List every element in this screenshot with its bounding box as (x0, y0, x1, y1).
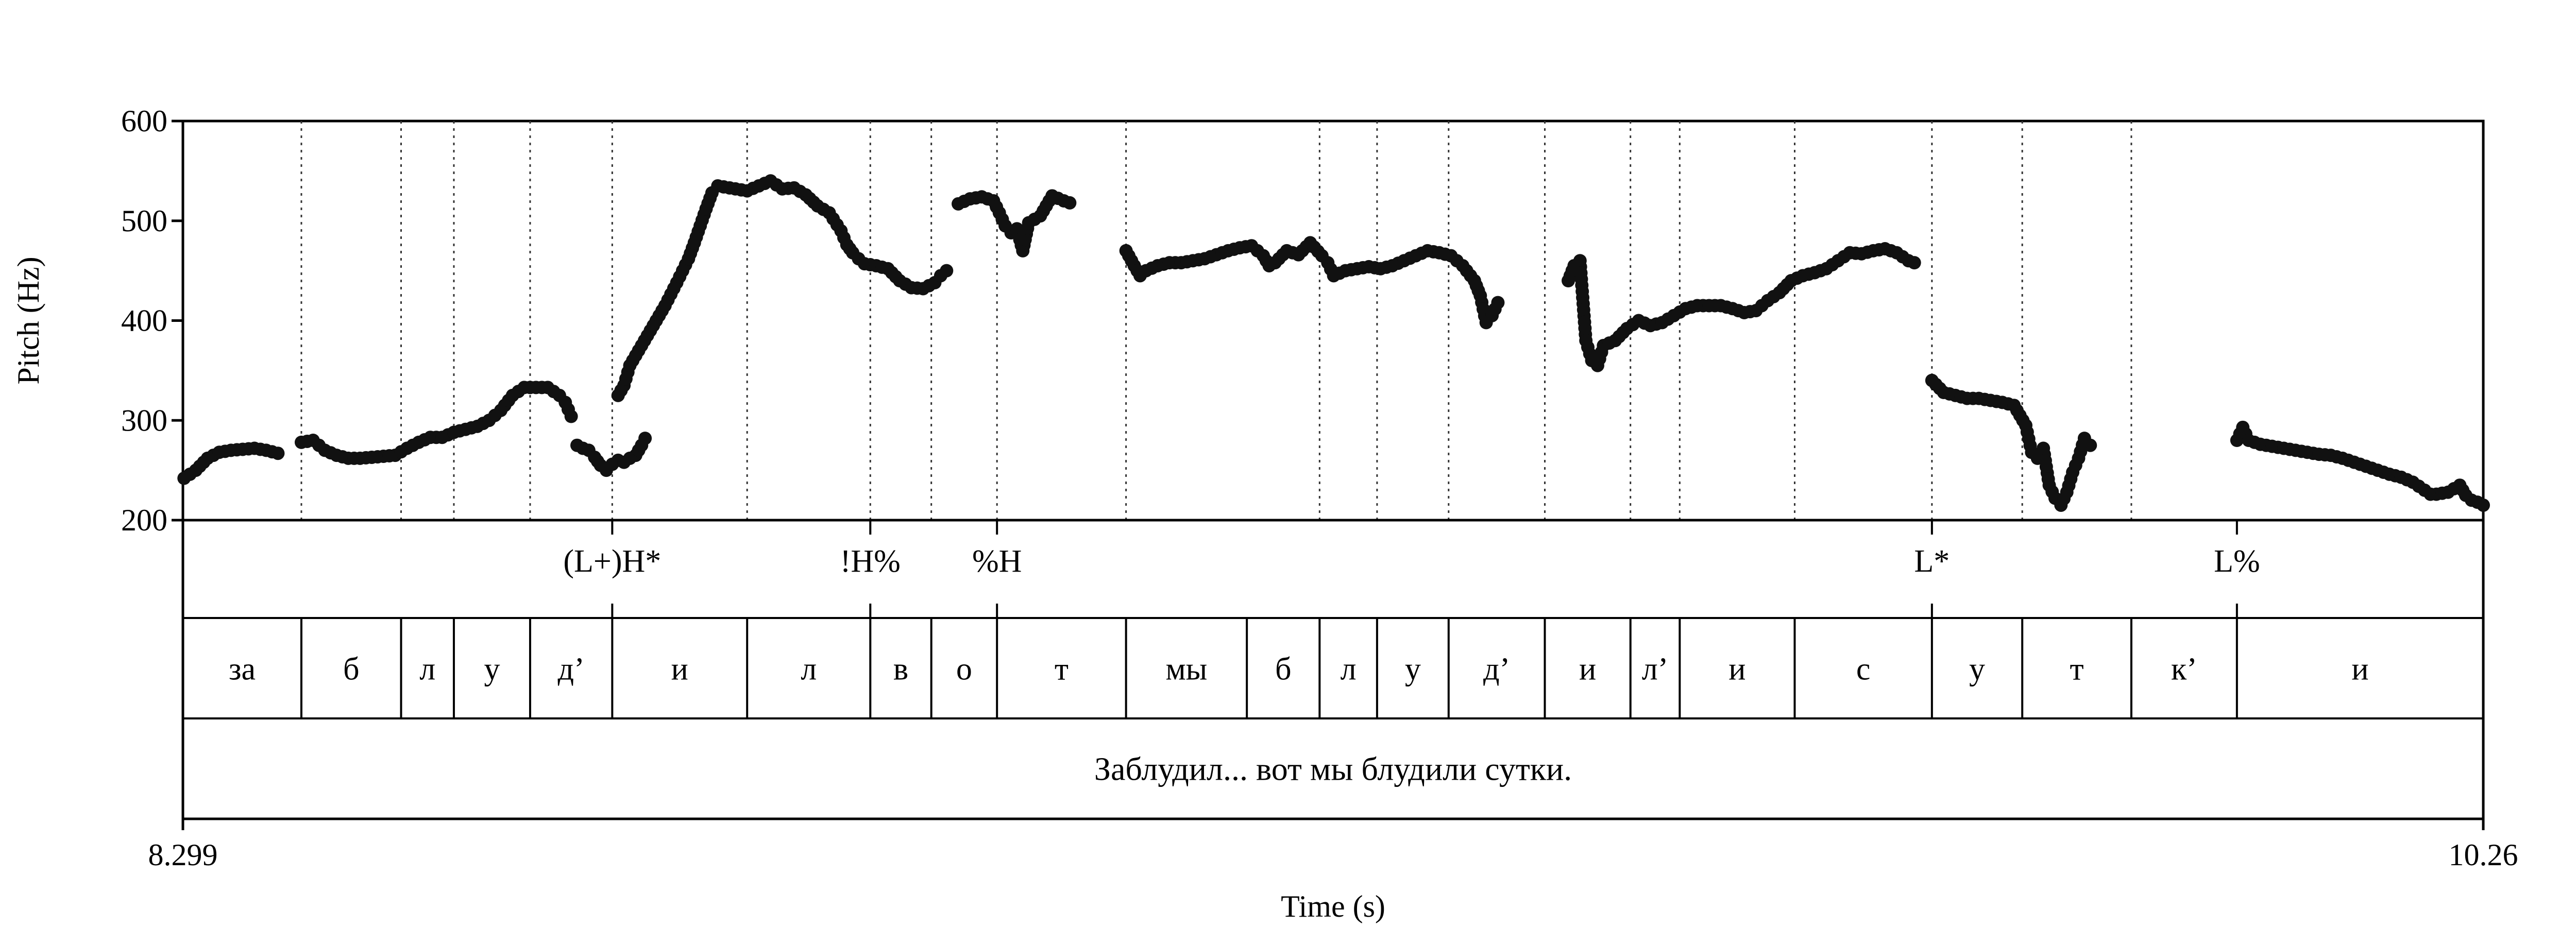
segment-label: мы (1165, 652, 1207, 687)
boundary-lines (300, 121, 2132, 520)
tone-label: %H (972, 544, 1022, 579)
pitch-points (177, 174, 2490, 512)
segment-label: у (484, 652, 500, 687)
segment-label: в (893, 652, 908, 687)
segment-label: к’ (2171, 652, 2197, 687)
pitch-point (1491, 296, 1505, 310)
segment-label: о (956, 652, 972, 687)
pitch-point (2083, 438, 2097, 452)
pitch-point (2477, 498, 2490, 512)
segment-label: л’ (1642, 652, 1669, 687)
segment-label: и (1728, 652, 1745, 687)
pitch-point (564, 409, 578, 423)
sentence-label: Заблудил... вот мы блудили сутки. (1094, 751, 1572, 787)
segment-label: т (1055, 652, 1069, 687)
tier-frame (181, 519, 2485, 820)
segment-label: с (1856, 652, 1871, 687)
y-tick-label: 400 (121, 304, 167, 338)
segment-label: и (2351, 652, 2368, 687)
y-axis: 200 300 400 500 600 (121, 104, 183, 537)
x-tick-label-end: 10.26 (2449, 838, 2518, 872)
segment-label: л (1341, 652, 1357, 687)
y-tick-label: 500 (121, 204, 167, 238)
tone-label: (L+)H* (563, 544, 661, 579)
y-axis-label: Pitch (Hz) (11, 256, 45, 384)
y-tick-label: 600 (121, 104, 167, 138)
segment-label: л (419, 652, 435, 687)
pitch-point (1907, 256, 1921, 270)
annotation-tiers: (L+)H* !H% %H L* L% за б л у д’ и л в о т мы б л у д’ и л’ и с… (181, 519, 2485, 820)
x-tick-label-start: 8.299 (148, 838, 218, 872)
segment-label: у (1969, 652, 1985, 687)
segment-tier: за б л у д’ и л в о т мы б л у д’ и л’ и с у т к’ и (229, 618, 2369, 718)
segment-label: за (229, 652, 256, 687)
tier-divider-lines (183, 617, 2483, 719)
y-tick-label: 300 (121, 403, 167, 437)
tone-tier: (L+)H* !H% %H L* L% (563, 520, 2260, 618)
segment-label: у (1405, 652, 1421, 687)
tone-label: L% (2214, 544, 2260, 579)
pitch-point (271, 447, 285, 460)
segment-label: л (801, 652, 817, 687)
segment-label: т (2070, 652, 2083, 687)
segment-label: д’ (1483, 652, 1510, 687)
segment-label: д’ (558, 652, 585, 687)
x-axis-label: Time (s) (1281, 889, 1385, 923)
pitch-panel-frame (181, 119, 2485, 522)
x-axis: 8.299 10.26 Time (s) (148, 819, 2518, 923)
segment-label: и (1579, 652, 1596, 687)
segment-label: б (343, 652, 360, 687)
pitch-point (1063, 196, 1077, 210)
pitch-point (940, 264, 954, 278)
pitch-panel: 200 300 400 500 600 (121, 104, 2490, 537)
pitch-point (638, 432, 652, 445)
segment-label: и (671, 652, 688, 687)
y-tick-label: 200 (121, 503, 167, 537)
tone-label: !H% (840, 544, 901, 579)
tone-label: L* (1914, 544, 1950, 579)
segment-label: б (1275, 652, 1292, 687)
